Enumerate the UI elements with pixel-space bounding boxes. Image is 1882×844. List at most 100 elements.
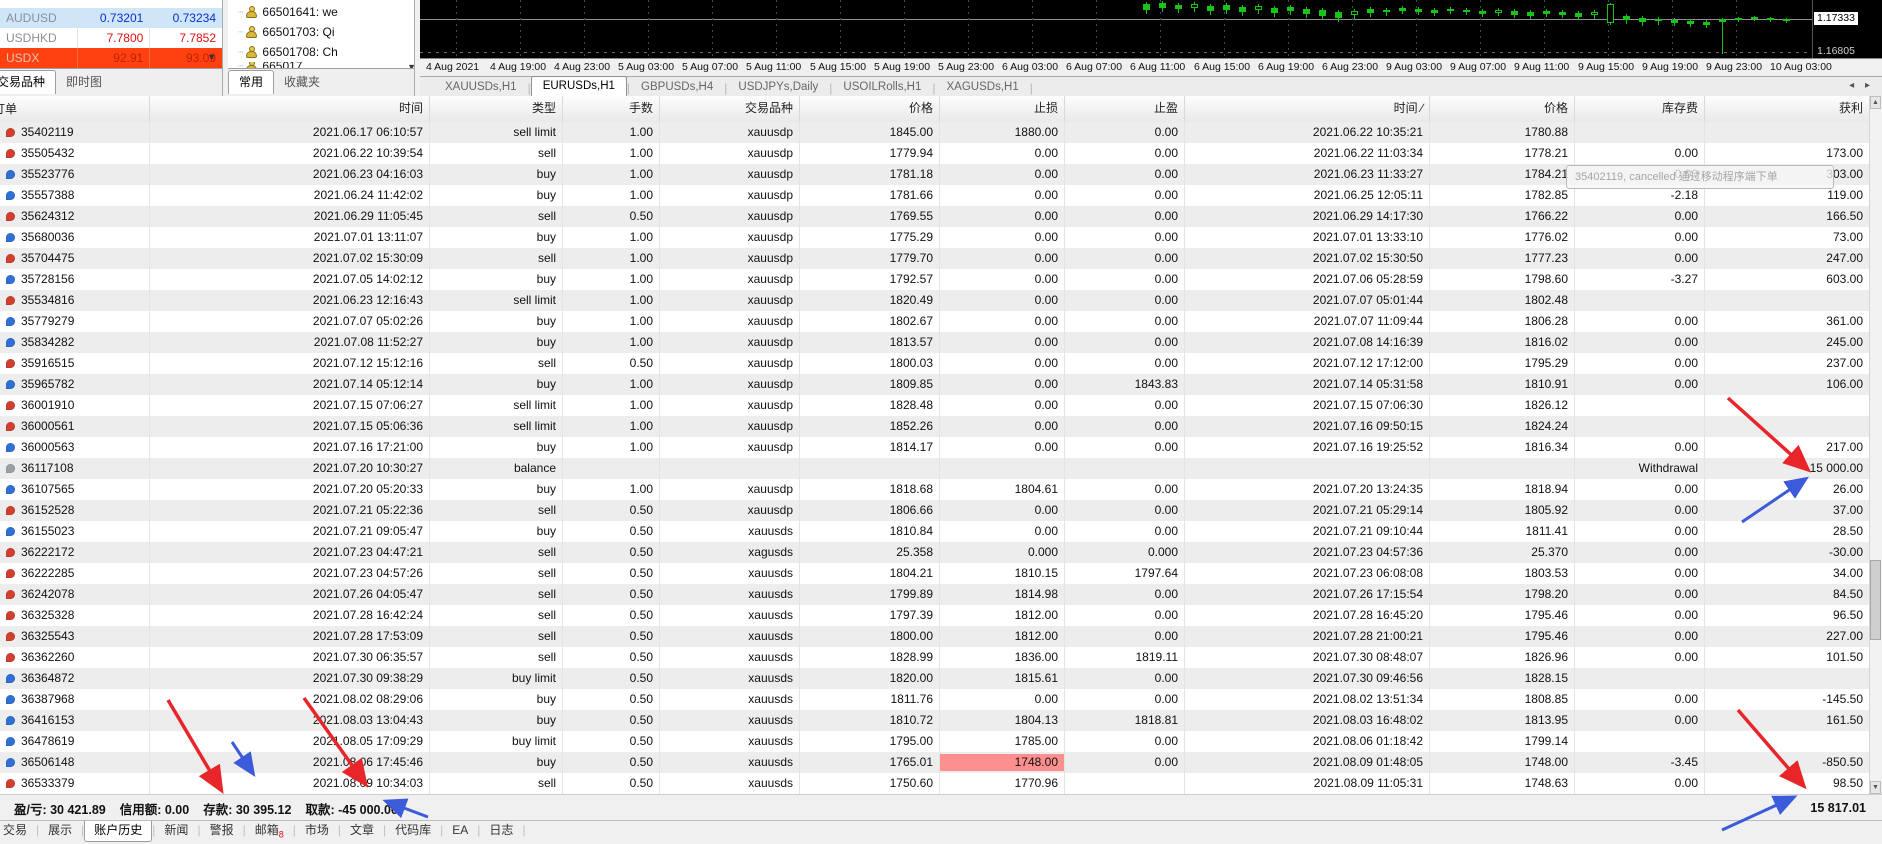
bottom-tab-3[interactable]: 新闻 (164, 823, 189, 837)
history-row-35505432[interactable]: 35505432 2021.06.22 10:39:54 sell 1.00 xauus… (0, 143, 1870, 164)
order-id-cell: 35523776 (0, 164, 150, 185)
history-row-35402119[interactable]: 35402119 2021.06.17 06:10:57 sell limit 1.0… (0, 122, 1870, 143)
open-time-cell: 2021.07.07 05:02:26 (150, 311, 430, 332)
close-price-cell: 1805.92 (1430, 500, 1575, 521)
chevron-down-icon[interactable]: ▼ (407, 62, 416, 72)
history-row-36533379[interactable]: 36533379 2021.08.09 10:34:03 sell 0.50 xauus… (0, 773, 1870, 794)
history-row-36152528[interactable]: 36152528 2021.07.21 05:22:36 sell 0.50 xauus… (0, 500, 1870, 521)
swap-cell (1575, 668, 1705, 689)
history-row-36001910[interactable]: 36001910 2021.07.15 07:06:27 sell limit 1.0… (0, 395, 1870, 416)
history-row-35916515[interactable]: 35916515 2021.07.12 15:12:16 sell 0.50 xauus… (0, 353, 1870, 374)
col-swap[interactable]: 库存费 (1575, 96, 1705, 122)
bottom-tab-7[interactable]: 文章 (350, 823, 375, 837)
close-time-cell: 2021.06.29 14:17:30 (1185, 206, 1430, 227)
history-row-35557388[interactable]: 35557388 2021.06.24 11:42:02 buy 1.00 xauusd… (0, 185, 1870, 206)
bottom-tab-2[interactable]: 账户历史 (84, 821, 153, 842)
market-watch-row-usdx[interactable]: USDX 92.91 93.09 (0, 48, 222, 68)
tab-favorites[interactable]: 收藏夹 (284, 75, 321, 89)
history-row-36107565[interactable]: 36107565 2021.07.20 05:20:33 buy 1.00 xauusd… (0, 479, 1870, 500)
history-row-36155023[interactable]: 36155023 2021.07.21 09:05:47 buy 0.50 xauusd… (0, 521, 1870, 542)
order-id: 35557388 (21, 188, 75, 202)
col-type[interactable]: 类型 (430, 96, 563, 122)
bottom-tab-1[interactable]: 展示 (48, 823, 73, 837)
history-row-35779279[interactable]: 35779279 2021.07.07 05:02:26 buy 1.00 xauusd… (0, 311, 1870, 332)
col-order[interactable]: 订单 (0, 96, 150, 122)
chart-tab-eurusds-h1[interactable]: EURUSDs,H1 (530, 76, 627, 97)
history-row-36416153[interactable]: 36416153 2021.08.03 13:04:43 buy 0.50 xauusd… (0, 710, 1870, 731)
market-watch-row-audusd[interactable]: AUDUSD 0.73201 0.73234 (0, 8, 222, 28)
account-item[interactable]: ┄ 66501641: we (238, 2, 338, 22)
col-lots[interactable]: 手数 (563, 96, 660, 122)
order-id: 36478619 (21, 734, 75, 748)
history-row-36325328[interactable]: 36325328 2021.07.28 16:42:24 sell 0.50 xauus… (0, 605, 1870, 626)
col-open-time[interactable]: 时间 (150, 96, 430, 122)
bottom-tab-6[interactable]: 市场 (304, 823, 329, 837)
history-row-35534816[interactable]: 35534816 2021.06.23 12:16:43 sell limit 1.0… (0, 290, 1870, 311)
history-row-35834282[interactable]: 35834282 2021.07.08 11:52:27 buy 1.00 xauusd… (0, 332, 1870, 353)
tab-symbols[interactable]: 交易品种 (0, 70, 57, 94)
chevron-down-icon[interactable]: ▼ (207, 52, 216, 62)
history-row-36387968[interactable]: 36387968 2021.08.02 08:29:06 buy 0.50 xauusd… (0, 689, 1870, 710)
col-close-price[interactable]: 价格 (1430, 96, 1575, 122)
history-row-35680036[interactable]: 35680036 2021.07.01 13:11:07 buy 1.00 xauusd… (0, 227, 1870, 248)
tab-scroll-arrows[interactable]: ◂ ▸ (1849, 80, 1874, 91)
tab-tick-chart[interactable]: 即时图 (66, 75, 103, 89)
sell-order-icon (6, 296, 15, 305)
bottom-tab-5[interactable]: 邮箱8 (254, 823, 284, 840)
tp-cell: 0.00 (1065, 290, 1185, 311)
col-tp[interactable]: 止盈 (1065, 96, 1185, 122)
tab-common[interactable]: 常用 (228, 70, 275, 94)
chart-tab-usdjpys-daily[interactable]: USDJPYs,Daily (738, 81, 819, 93)
bottom-tab-4[interactable]: 警报 (209, 823, 234, 837)
bottom-tab-8[interactable]: 代码库 (395, 823, 432, 837)
unread-badge: 8 (278, 829, 284, 840)
history-row-36478619[interactable]: 36478619 2021.08.05 17:09:29 buy limit 0.50… (0, 731, 1870, 752)
type-cell: sell limit (430, 122, 563, 143)
account-item[interactable]: ┄ 66501708: Ch (238, 42, 338, 62)
history-row-36242078[interactable]: 36242078 2021.07.26 04:05:47 sell 0.50 xauus… (0, 584, 1870, 605)
history-row-36325543[interactable]: 36325543 2021.07.28 17:53:09 sell 0.50 xauus… (0, 626, 1870, 647)
buy-order-icon (6, 737, 15, 746)
sl-cell: 1748.00 (940, 752, 1065, 773)
symbol-cell: xauusdp (660, 374, 800, 395)
history-row-35704475[interactable]: 35704475 2021.07.02 15:30:09 sell 1.00 xauus… (0, 248, 1870, 269)
history-row-36506148[interactable]: 36506148 2021.08.06 17:45:46 buy 0.50 xauusd… (0, 752, 1870, 773)
history-row-36117108[interactable]: 36117108 2021.07.20 10:30:27 balance Withdr… (0, 458, 1870, 479)
candle-body (1495, 10, 1502, 13)
col-close-time[interactable]: 时间 ∕ (1185, 96, 1430, 122)
chart-tab-usoilrolls-h1[interactable]: USOILRolls,H1 (843, 81, 922, 93)
chart-tab-xauusds-h1[interactable]: XAUUSDs,H1 (445, 81, 517, 93)
chart-tab-gbpusds-h4[interactable]: GBPUSDs,H4 (641, 81, 714, 93)
order-id-cell: 36155023 (0, 521, 150, 542)
history-row-36362260[interactable]: 36362260 2021.07.30 06:35:57 sell 0.50 xauus… (0, 647, 1870, 668)
bottom-tab-0[interactable]: 交易 (3, 823, 28, 837)
market-watch-row-usdhkd[interactable]: USDHKD 7.7800 7.7852 (0, 28, 222, 48)
sl-cell: 0.00 (940, 332, 1065, 353)
col-symbol[interactable]: 交易品种 (660, 96, 800, 122)
history-row-36222285[interactable]: 36222285 2021.07.23 04:57:26 sell 0.50 xauus… (0, 563, 1870, 584)
account-item-partial[interactable]: ┄ 665017 (238, 62, 302, 70)
price-cell: 1806.66 (800, 500, 940, 521)
swap-cell: 0.00 (1575, 353, 1705, 374)
history-row-35523776[interactable]: 35523776 2021.06.23 04:16:03 buy 1.00 xauusd… (0, 164, 1870, 185)
lots-cell: 0.50 (563, 773, 660, 794)
scroll-down-button[interactable]: ▼ (1870, 781, 1881, 794)
scrollbar-thumb[interactable] (1870, 560, 1881, 640)
history-row-36000563[interactable]: 36000563 2021.07.16 17:21:00 buy 1.00 xauusd… (0, 437, 1870, 458)
vertical-scrollbar[interactable]: ▲ ▼ (1869, 96, 1882, 794)
account-item[interactable]: ┄ 66501703: Qi (238, 22, 334, 42)
history-row-35965782[interactable]: 35965782 2021.07.14 05:12:14 buy 1.00 xauusd… (0, 374, 1870, 395)
history-row-35624312[interactable]: 35624312 2021.06.29 11:05:45 sell 0.50 xauus… (0, 206, 1870, 227)
history-row-36364872[interactable]: 36364872 2021.07.30 09:38:29 buy limit 0.50… (0, 668, 1870, 689)
history-row-36000561[interactable]: 36000561 2021.07.15 05:06:36 sell limit 1.0… (0, 416, 1870, 437)
bottom-tab-ea[interactable]: EA (452, 823, 469, 837)
chart-canvas[interactable] (420, 0, 1812, 58)
col-sl[interactable]: 止损 (940, 96, 1065, 122)
bottom-tab-10[interactable]: 日志 (489, 823, 514, 837)
col-price[interactable]: 价格 (800, 96, 940, 122)
col-profit[interactable]: 获利 (1705, 96, 1870, 122)
history-row-35728156[interactable]: 35728156 2021.07.05 14:02:12 buy 1.00 xauusd… (0, 269, 1870, 290)
chart-tab-xagusds-h1[interactable]: XAGUSDs,H1 (946, 81, 1019, 93)
scroll-up-button[interactable]: ▲ (1870, 96, 1881, 109)
history-row-36222172[interactable]: 36222172 2021.07.23 04:47:21 sell 0.50 xagus… (0, 542, 1870, 563)
